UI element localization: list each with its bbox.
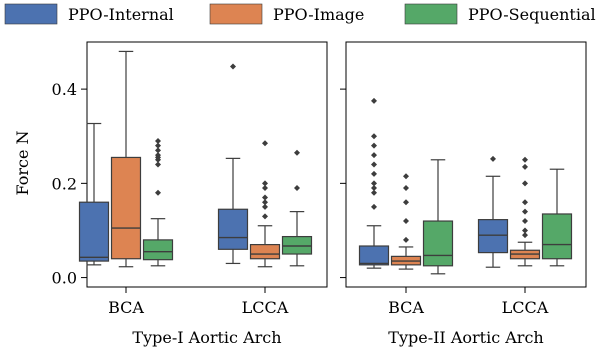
x-axis-title-type-ii: Type-II Aortic Arch [388,328,543,347]
box-lcca-ppo-image [249,140,281,268]
outlier-point [403,173,409,180]
x-tick-label-bca: BCA [388,298,424,317]
outlier-point [522,199,528,206]
y-tick-label: 0.4 [52,80,77,99]
box-iqr [541,213,573,260]
legend-label-ppo-internal: PPO-Internal [68,5,174,24]
panel-type-ii: BCA LCCA Type-II Aortic Arch [340,41,587,347]
box-iqr [422,220,454,267]
outlier-point [262,213,268,220]
box-iqr [142,239,174,261]
outlier-point [522,227,528,234]
box-bca-ppo-image [110,50,142,268]
outlier-point [522,208,528,215]
outlier-point [371,180,377,187]
x-axis: BCA LCCA [108,287,289,317]
x-axis: BCA LCCA [388,287,549,317]
outlier-point [371,97,377,104]
box-marks [78,50,313,268]
outlier-point [403,236,409,243]
box-iqr [249,243,281,260]
x-axis-title-type-i: Type-I Aortic Arch [132,328,281,347]
box-lcca-ppo-internal [477,155,509,268]
outlier-point [155,142,161,149]
outlier-point [262,140,268,147]
outlier-point [403,185,409,192]
outlier-point [262,194,268,201]
outlier-point [155,161,161,168]
outlier-point [371,133,377,140]
x-tick-label-bca: BCA [108,298,144,317]
legend-swatch-ppo-image [209,3,263,25]
outlier-point [262,203,268,210]
box-iqr [78,201,110,262]
outlier-point [262,185,268,192]
outlier-point [262,199,268,206]
box-lcca-ppo-image [509,156,541,267]
box-lcca-ppo-sequential [281,149,313,267]
legend: PPO-Internal PPO-Image PPO-Sequential [4,3,596,25]
box-bca-ppo-image [390,173,422,270]
outlier-point [262,180,268,187]
outlier-point [522,218,528,225]
box-iqr [477,219,509,254]
box-bca-ppo-sequential [422,159,454,275]
outlier-point [403,199,409,206]
outlier-point [371,189,377,196]
outlier-point [294,149,300,156]
panel-frame [86,41,328,288]
outlier-point [371,203,377,210]
outlier-point [155,147,161,154]
outlier-point [522,180,528,187]
outlier-point [155,152,161,159]
y-axis-title: Force N [13,130,32,195]
outlier-point [294,185,300,192]
outlier-point [490,155,496,162]
box-iqr [281,235,313,255]
box-iqr [110,156,142,260]
box-iqr [358,245,390,266]
y-axis: 0.0 0.2 0.4 [52,80,87,288]
outlier-point [155,189,161,196]
outlier-point [371,170,377,177]
outlier-point [371,142,377,149]
outlier-point [522,156,528,163]
box-lcca-ppo-sequential [541,168,573,267]
legend-swatch-ppo-sequential [404,3,458,25]
y-tick-label: 0.0 [52,269,77,288]
y-axis [340,88,346,279]
outlier-point [230,63,236,70]
box-bca-ppo-sequential [142,137,174,267]
outlier-point [155,137,161,144]
panel-type-i: 0.0 0.2 0.4 BCA LCCA Type-I Aortic Arch [52,41,328,347]
outlier-point [371,152,377,159]
panel-frame [345,41,587,288]
legend-label-ppo-sequential: PPO-Sequential [468,5,596,24]
outlier-point [403,218,409,225]
y-tick-label: 0.2 [52,174,77,193]
outlier-point [371,185,377,192]
x-tick-label-lcca: LCCA [242,298,289,317]
box-bca-ppo-internal [78,122,110,266]
outlier-point [371,161,377,168]
box-iqr [217,208,249,250]
legend-swatch-ppo-internal [4,3,58,25]
box-bca-ppo-internal [358,97,390,269]
box-lcca-ppo-internal [217,63,249,265]
outlier-point [522,163,528,170]
legend-label-ppo-image: PPO-Image [273,5,364,24]
box-marks [358,97,573,275]
x-tick-label-lcca: LCCA [502,298,549,317]
outlier-point [522,232,528,239]
